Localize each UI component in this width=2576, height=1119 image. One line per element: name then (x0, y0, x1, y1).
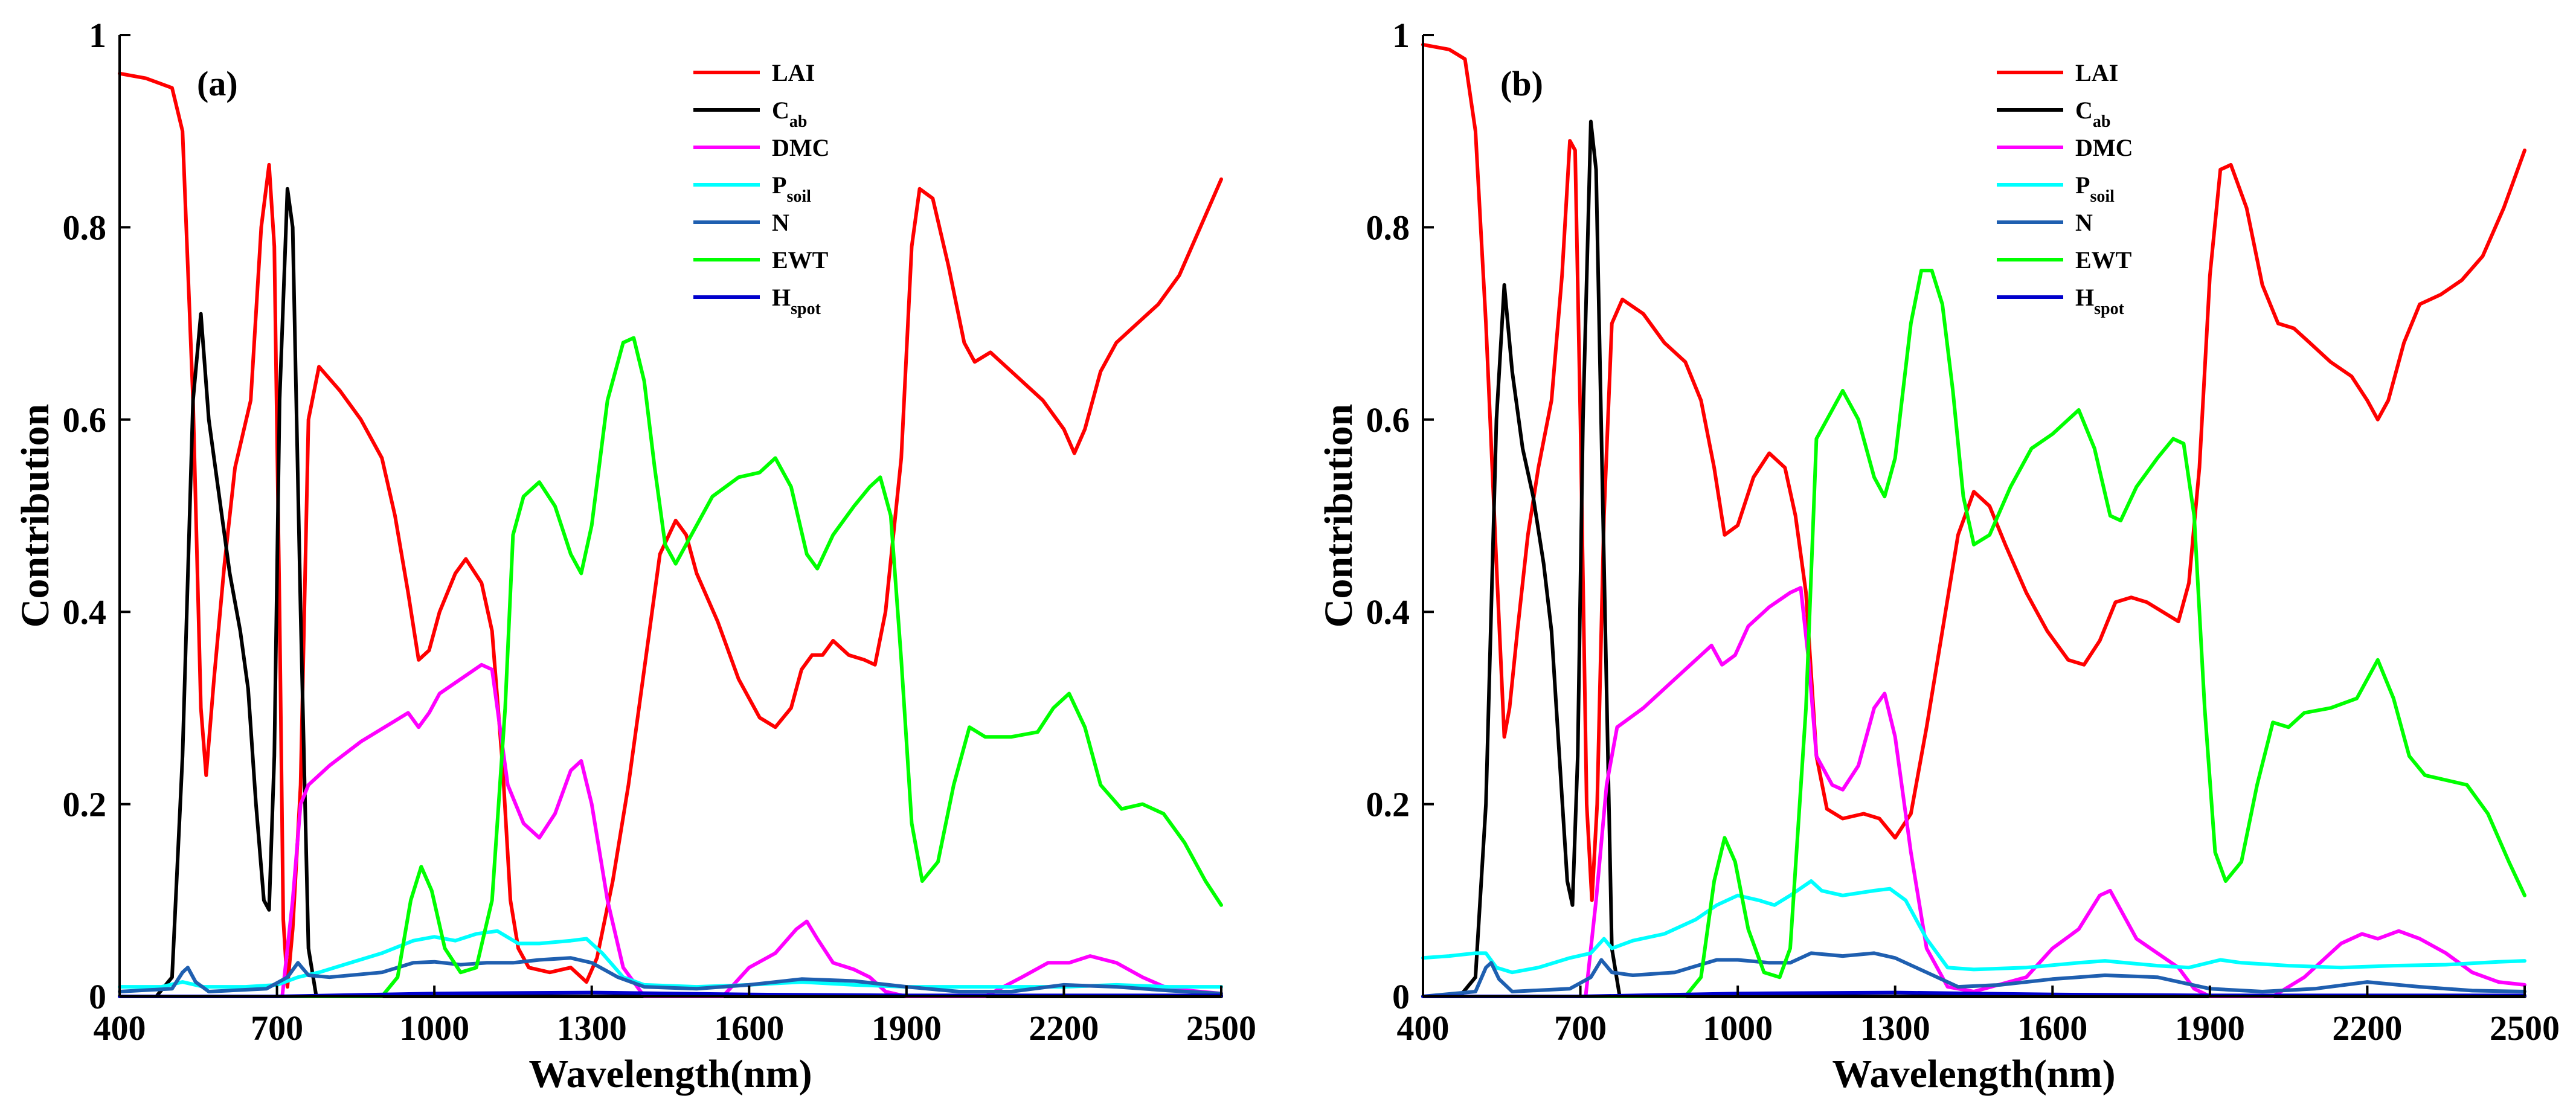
legend-label-main: EWT (2075, 246, 2132, 274)
legend-label-main: EWT (772, 246, 829, 274)
legend-label-main: H (772, 284, 791, 311)
legend-label-hspot: Hspot (2075, 284, 2125, 318)
legend-label-main: N (2075, 209, 2093, 236)
series-line-psoil (1421, 879, 2526, 975)
x-tick-label: 1000 (399, 1008, 469, 1048)
x-tick-label: 1600 (2017, 1008, 2087, 1048)
legend-label-main: LAI (2075, 59, 2118, 86)
x-tick-label: 1300 (557, 1008, 627, 1048)
legend-label-sub: soil (786, 187, 811, 206)
legend-label-psoil: Psoil (772, 172, 811, 206)
x-tick-label: 2500 (2490, 1008, 2560, 1048)
series-line-n (118, 956, 1223, 996)
legend-label-main: DMC (772, 134, 830, 161)
chart-panel-b: 400 700 1000 1300 1600 1900 2200 2500 0 0.2 0.4 0.6… (1317, 16, 2560, 1096)
legend-label-hspot: Hspot (772, 284, 821, 318)
y-tick-label: 0.2 (63, 785, 107, 824)
y-tick-label: 1 (89, 16, 106, 55)
legend-label-ewt: EWT (772, 246, 829, 274)
y-tick-label: 0.2 (1366, 785, 1410, 824)
legend-label-main: P (2075, 172, 2090, 199)
legend-label-main: P (772, 172, 786, 199)
legend-label-n: N (2075, 209, 2093, 236)
y-tick-label: 1 (1392, 16, 1410, 55)
panel-label: (b) (1500, 64, 1543, 103)
legend-label-main: C (2075, 97, 2093, 124)
series-line-cab (118, 187, 1223, 998)
x-tick-label: 1300 (1860, 1008, 1930, 1048)
series-line-lai (1421, 42, 2526, 902)
legend-label-ewt: EWT (2075, 246, 2132, 274)
series-line-lai (118, 71, 1223, 989)
series-line-n (1421, 951, 2526, 998)
x-axis-title: Wavelength(nm) (1832, 1052, 2115, 1096)
y-tick-label: 0.6 (1366, 400, 1410, 440)
x-axis-title: Wavelength(nm) (528, 1052, 812, 1096)
legend-label-sub: ab (789, 112, 808, 131)
x-tick-label: 1000 (1703, 1008, 1773, 1048)
x-tick-label: 2200 (2332, 1008, 2402, 1048)
legend-label-lai: LAI (772, 59, 815, 86)
y-tick-label: 0.4 (1366, 592, 1410, 632)
legend-label-sub: soil (2090, 187, 2115, 206)
legend-label-main: DMC (2075, 134, 2133, 161)
y-axis-title: Contribution (13, 404, 57, 627)
y-tick-label: 0.8 (1366, 208, 1410, 247)
legend-label-sub: spot (791, 300, 821, 318)
chart-panel-a: 400 700 1000 1300 1600 1900 2200 2500 0 0.2 0.4 0.6… (13, 16, 1256, 1096)
legend-label-sub: ab (2093, 112, 2111, 131)
legend: LAI Cab DMC Psoil N EWT Hspot (1997, 59, 2133, 318)
legend-label-psoil: Psoil (2075, 172, 2115, 206)
x-tick-label: 1900 (872, 1008, 942, 1048)
series-line-cab (1421, 120, 2526, 998)
y-tick-label: 0.4 (63, 592, 107, 632)
series-line-ewt (1421, 269, 2526, 998)
x-tick-label: 2200 (1029, 1008, 1099, 1048)
x-tick-label: 400 (94, 1008, 146, 1048)
x-tick-label: 400 (1397, 1008, 1450, 1048)
y-tick-label: 0.8 (63, 208, 107, 247)
legend-label-main: H (2075, 284, 2094, 311)
legend: LAI Cab DMC Psoil N EWT Hspot (693, 59, 830, 318)
x-tick-label: 2500 (1186, 1008, 1256, 1048)
legend-label-cab: Cab (2075, 97, 2110, 131)
legend-label-main: N (772, 209, 789, 236)
legend-label-n: N (772, 209, 789, 236)
legend-label-main: C (772, 97, 789, 124)
legend-label-dmc: DMC (772, 134, 830, 161)
series-line-ewt (118, 336, 1223, 998)
legend-label-main: LAI (772, 59, 815, 86)
y-tick-label: 0.6 (63, 400, 107, 440)
x-tick-label: 700 (1554, 1008, 1607, 1048)
y-tick-label: 0 (1392, 977, 1410, 1016)
legend-label-lai: LAI (2075, 59, 2118, 86)
y-tick-label: 0 (89, 977, 106, 1016)
x-tick-label: 700 (251, 1008, 303, 1048)
legend-label-cab: Cab (772, 97, 807, 131)
legend-label-sub: spot (2094, 300, 2124, 318)
legend-label-dmc: DMC (2075, 134, 2133, 161)
x-tick-label: 1600 (714, 1008, 784, 1048)
panel-label: (a) (197, 64, 238, 103)
series-line-dmc (1421, 586, 2526, 998)
x-tick-label: 1900 (2175, 1008, 2245, 1048)
y-axis-title: Contribution (1317, 404, 1361, 627)
